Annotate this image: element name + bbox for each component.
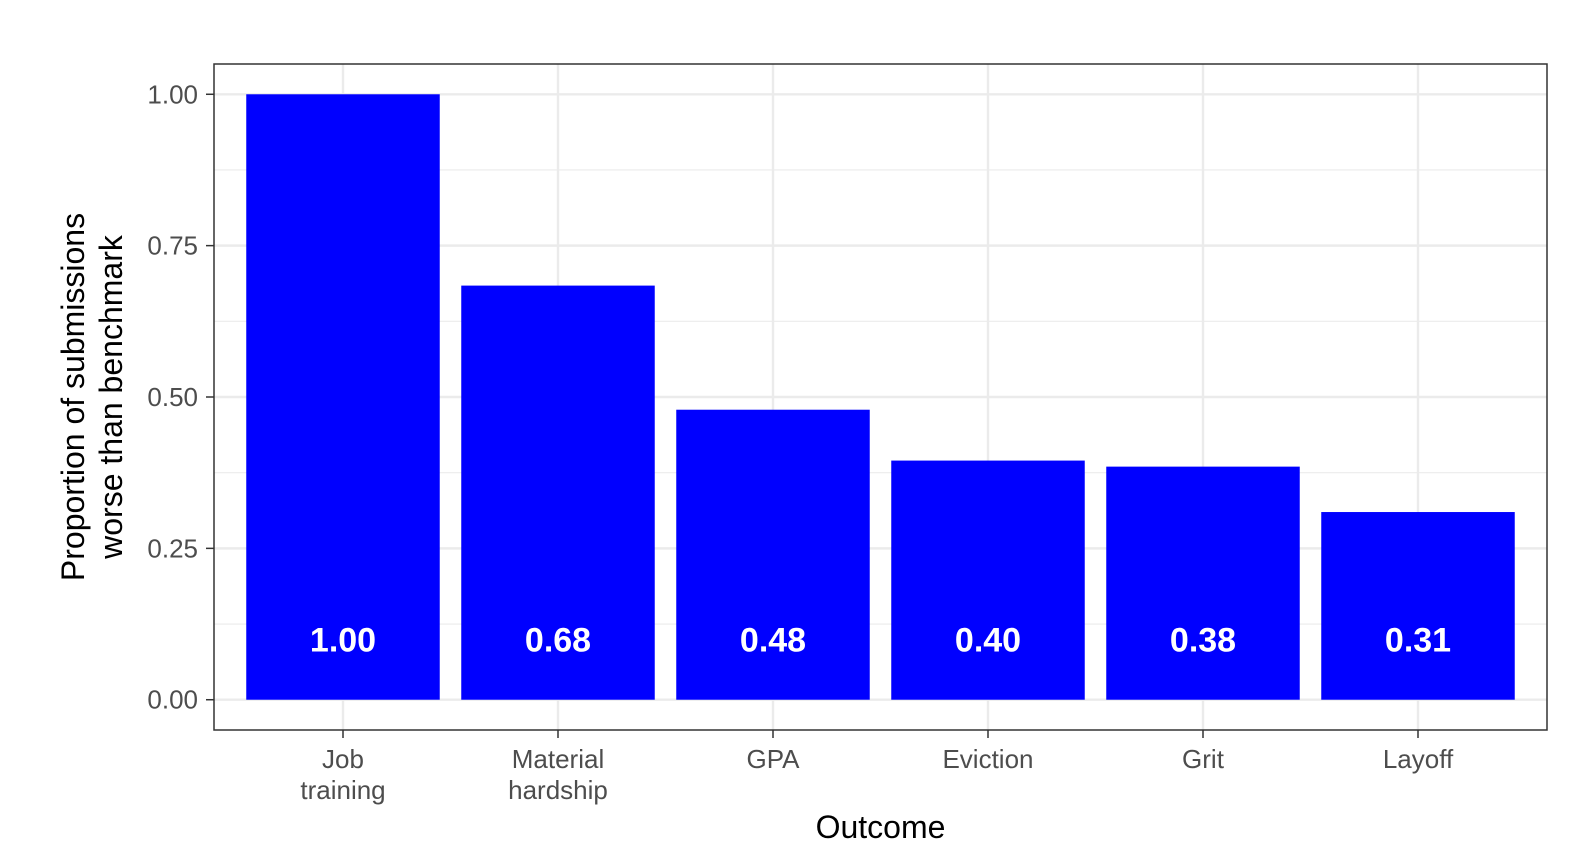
bar-value-label: 1.00: [310, 622, 376, 660]
bar: [1106, 466, 1300, 700]
y-axis-title: Proportion of submissionsworse than benc…: [55, 213, 129, 581]
x-tick-label: Job training: [300, 744, 385, 805]
bar: [891, 460, 1085, 700]
bar: [461, 285, 655, 700]
bar: [246, 94, 440, 700]
bar-value-label: 0.68: [525, 622, 591, 660]
x-tick-label: Material hardship: [508, 744, 608, 805]
x-tick-label: Eviction: [942, 744, 1033, 774]
y-tick-label: 0.75: [147, 231, 198, 261]
y-tick-label: 0.00: [147, 685, 198, 715]
y-axis-ticks: 0.00 0.25 0.50 0.75 1.00: [147, 79, 214, 715]
bar-value-label: 0.31: [1385, 622, 1451, 660]
x-tick-label: Grit: [1182, 744, 1225, 774]
y-tick-label: 0.25: [147, 533, 198, 563]
bar-value-label: 0.40: [955, 622, 1021, 660]
y-tick-label: 1.00: [147, 79, 198, 109]
x-axis-title: Outcome: [816, 809, 946, 845]
bar: [676, 409, 870, 700]
bar-value-label: 0.48: [740, 622, 806, 660]
bar-value-labels: 1.00 0.68 0.48 0.40 0.38 0.31: [310, 622, 1451, 660]
bar: [1321, 512, 1515, 700]
y-tick-label: 0.50: [147, 382, 198, 412]
x-tick-label: GPA: [747, 744, 801, 774]
x-axis-ticks: Job training Material hardship GPA Eviction Gr…: [300, 730, 1454, 805]
bars: [246, 94, 1515, 700]
bar-value-label: 0.38: [1170, 622, 1236, 660]
x-tick-label: Layoff: [1383, 744, 1454, 774]
